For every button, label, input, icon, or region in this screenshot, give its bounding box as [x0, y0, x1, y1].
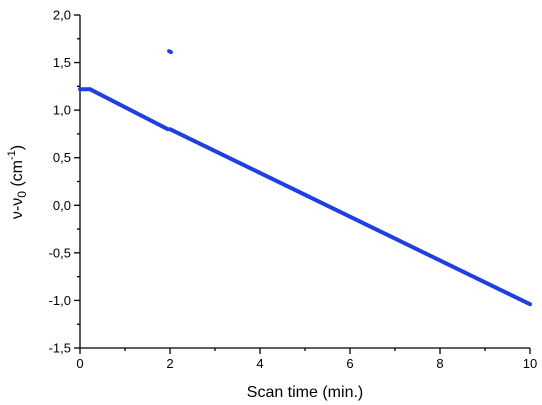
x-tick-label: 10 [523, 356, 537, 371]
data-point [168, 50, 173, 55]
series-line-segment [87, 87, 170, 132]
y-tick-label: 1,5 [53, 55, 71, 70]
series-line-segment [168, 127, 532, 307]
y-axis-title-middle: (cm [9, 160, 26, 191]
x-tick-label: 4 [256, 356, 263, 371]
y-tick-label: 2,0 [53, 8, 71, 23]
x-tick-label: 8 [436, 356, 443, 371]
y-tick-label: -1,0 [49, 293, 71, 308]
x-axis-title: Scan time (min.) [247, 384, 363, 401]
y-tick-label: -1,5 [49, 341, 71, 356]
y-ticks: -1,5 -1,0 -0,5 0,0 0,5 1,0 1,5 2,0 [49, 8, 80, 356]
y-tick-label: 0,5 [53, 150, 71, 165]
y-tick-label: 1,0 [53, 103, 71, 118]
y-axis-title: ν-ν0 (cm-1) [6, 145, 29, 219]
y-tick-label: 0,0 [53, 198, 71, 213]
y-tick-label: -0,5 [49, 245, 71, 260]
x-tick-label: 2 [166, 356, 173, 371]
plot-area [79, 15, 530, 349]
y-axis-title-prefix: ν-ν [9, 198, 26, 219]
x-tick-label: 6 [346, 356, 353, 371]
y-axis-title-sup: -1 [6, 150, 18, 160]
x-tick-label: 0 [76, 356, 83, 371]
x-ticks: 0 2 4 6 8 10 [76, 348, 537, 371]
y-axis-title-suffix: ) [9, 145, 26, 150]
y-axis-title-sub: 0 [15, 191, 29, 198]
series-layer [78, 49, 532, 307]
